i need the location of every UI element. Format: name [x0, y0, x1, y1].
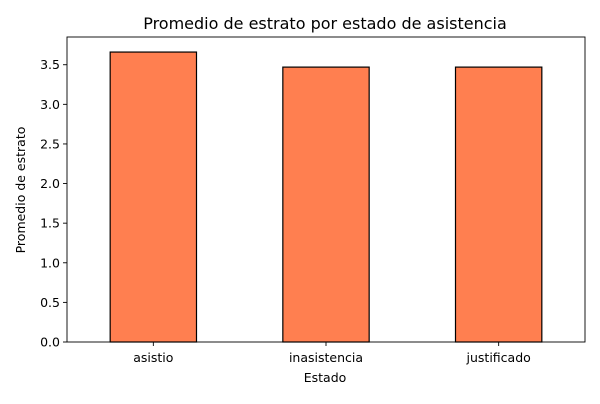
x-tick-label-inasistencia: inasistencia	[289, 350, 363, 365]
y-tick-label-1.5: 1.5	[40, 216, 60, 231]
bar-justificado	[454, 66, 543, 343]
y-tick-label-0.5: 0.5	[40, 295, 60, 310]
plot-frame	[66, 36, 586, 343]
y-tick-label-3.5: 3.5	[40, 57, 60, 72]
x-tick-label-asistio: asistio	[133, 350, 173, 365]
bar-asistio	[109, 51, 198, 343]
x-tick-label-justificado: justificado	[466, 350, 531, 365]
plot-area: asistio inasistencia justificado 0.0 0.5 1.0 1…	[40, 36, 586, 365]
bar-inasistencia	[282, 66, 370, 343]
y-tick-label-0.0: 0.0	[40, 335, 60, 350]
y-tick-label-3.0: 3.0	[40, 97, 60, 112]
x-axis-label: Estado	[304, 370, 347, 385]
y-tick-label-2.5: 2.5	[40, 136, 60, 151]
y-tick-label-2.0: 2.0	[40, 176, 60, 191]
y-axis-label: Promedio de estrato	[13, 127, 28, 254]
chart-title: Promedio de estrato por estado de asiste…	[143, 14, 507, 33]
y-tick-label-1.0: 1.0	[40, 255, 60, 270]
